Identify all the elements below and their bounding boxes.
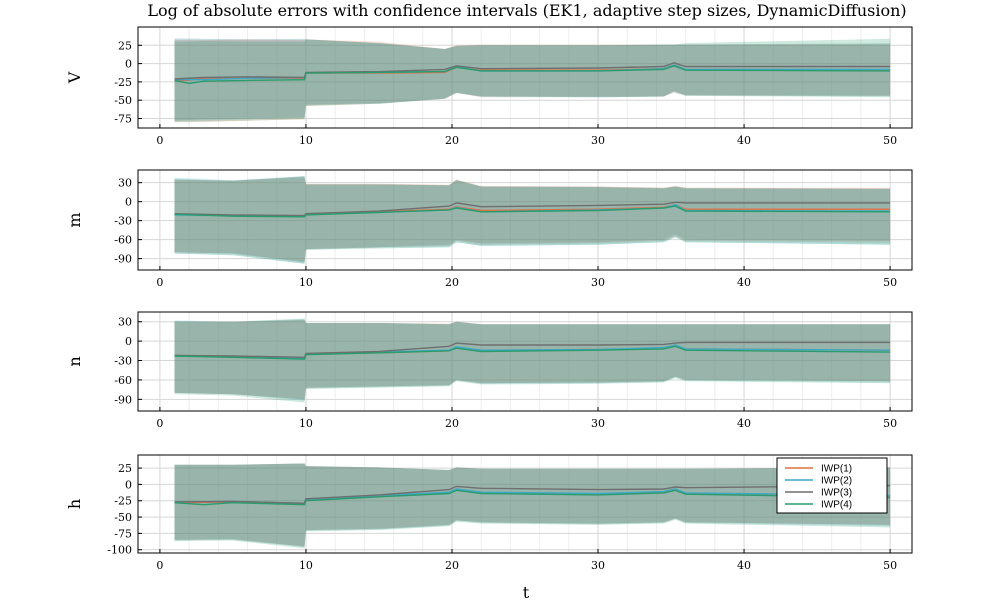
subplot-V: 0 10 20 30 40 50 -75 -50 -25 0 25 V — [65, 26, 913, 147]
y-tick-label: 30 — [118, 316, 132, 329]
y-tick-label: 0 — [125, 335, 132, 348]
x-tick-label: 10 — [299, 559, 313, 572]
x-tick-label: 30 — [591, 134, 605, 147]
x-tick-label: 50 — [883, 559, 897, 572]
y-tick-label: -25 — [114, 495, 132, 508]
x-tick-label: 50 — [883, 134, 897, 147]
confidence-band-IWP(4) — [174, 38, 891, 123]
x-tick-label: 30 — [591, 417, 605, 430]
subplot-m: 0 10 20 30 40 50 -90 -60 -30 0 30 m — [65, 169, 913, 289]
confidence-band-IWP(2) — [174, 463, 891, 548]
subplot-h: 0 10 20 30 40 50 -100 -75 -50 -25 0 25 h — [65, 454, 913, 572]
plot-frame — [137, 454, 913, 554]
x-tick-label: 40 — [737, 276, 751, 289]
x-tick-label: 20 — [445, 559, 459, 572]
x-tick-label: 50 — [883, 417, 897, 430]
y-tick-label: 25 — [118, 462, 132, 475]
subplot-n: 0 10 20 30 40 50 -90 -60 -30 0 30 n — [65, 311, 913, 430]
x-tick-label: 20 — [445, 276, 459, 289]
plot-frame — [137, 26, 913, 129]
plot-frame — [137, 169, 913, 271]
subplot-panels: 0 10 20 30 40 50 -75 -50 -25 0 25 V 0 10 20 30 40 50 -90 -6… — [65, 26, 913, 572]
confidence-band-IWP(4) — [174, 176, 891, 264]
legend-label-IWP(2): IWP(2) — [821, 476, 852, 487]
confidence-band-IWP(1) — [174, 463, 891, 547]
legend-label-IWP(4): IWP(4) — [821, 500, 852, 511]
y-tick-label: -75 — [114, 527, 132, 540]
y-axis-label-V: V — [65, 71, 84, 84]
x-tick-label: 40 — [737, 559, 751, 572]
x-tick-label: 20 — [445, 134, 459, 147]
confidence-band-IWP(3) — [174, 39, 891, 121]
x-tick-label: 40 — [737, 134, 751, 147]
confidence-band-IWP(3) — [174, 176, 891, 263]
x-axis-label: t — [523, 583, 530, 600]
x-tick-label: 0 — [156, 417, 163, 430]
y-tick-label: -30 — [114, 215, 132, 228]
x-tick-label: 30 — [591, 559, 605, 572]
x-tick-label: 10 — [299, 134, 313, 147]
x-tick-label: 40 — [737, 417, 751, 430]
series-line-IWP(4) — [174, 489, 891, 506]
y-tick-label: -100 — [107, 544, 132, 557]
x-tick-label: 50 — [883, 276, 897, 289]
y-axis-label-m: m — [65, 212, 84, 227]
y-tick-label: -50 — [114, 94, 132, 107]
y-axis-label-h: h — [65, 499, 84, 509]
confidence-band-IWP(1) — [174, 39, 891, 123]
confidence-band-IWP(3) — [174, 319, 891, 400]
y-tick-label: -90 — [114, 393, 132, 406]
y-tick-label: -60 — [114, 374, 132, 387]
x-tick-label: 30 — [591, 276, 605, 289]
y-tick-label: 0 — [125, 58, 132, 71]
confidence-band-IWP(2) — [174, 176, 891, 264]
legend-label-IWP(3): IWP(3) — [821, 488, 852, 499]
x-tick-label: 0 — [156, 134, 163, 147]
x-tick-label: 10 — [299, 417, 313, 430]
x-tick-label: 0 — [156, 276, 163, 289]
y-axis-label-n: n — [65, 356, 84, 366]
y-tick-label: -60 — [114, 234, 132, 247]
confidence-band-IWP(1) — [174, 320, 891, 400]
series-line-IWP(4) — [174, 65, 891, 85]
legend-label-IWP(1): IWP(1) — [821, 464, 852, 475]
confidence-band-IWP(2) — [174, 38, 891, 121]
confidence-band-IWP(4) — [174, 463, 891, 549]
series-line-IWP(3) — [174, 201, 891, 217]
confidence-band-IWP(4) — [174, 318, 891, 403]
x-tick-label: 10 — [299, 276, 313, 289]
y-tick-label: -90 — [114, 253, 132, 266]
plot-frame — [137, 311, 913, 412]
series-line-IWP(3) — [174, 62, 891, 80]
y-tick-label: -25 — [114, 76, 132, 89]
y-tick-label: -30 — [114, 355, 132, 368]
y-tick-label: 30 — [118, 177, 132, 190]
series-line-IWP(4) — [174, 205, 891, 218]
y-tick-label: 0 — [125, 478, 132, 491]
chart-title: Log of absolute errors with confidence i… — [147, 1, 906, 20]
x-tick-label: 20 — [445, 417, 459, 430]
confidence-band-IWP(2) — [174, 319, 891, 401]
confidence-band-IWP(1) — [174, 177, 891, 262]
confidence-band-IWP(3) — [174, 463, 891, 547]
x-tick-label: 0 — [156, 559, 163, 572]
y-tick-label: 0 — [125, 196, 132, 209]
y-tick-label: 25 — [118, 39, 132, 52]
legend: IWP(1)IWP(2)IWP(3)IWP(4) — [776, 457, 888, 514]
series-line-IWP(4) — [174, 345, 891, 360]
y-tick-label: -50 — [114, 511, 132, 524]
y-tick-label: -75 — [114, 112, 132, 125]
